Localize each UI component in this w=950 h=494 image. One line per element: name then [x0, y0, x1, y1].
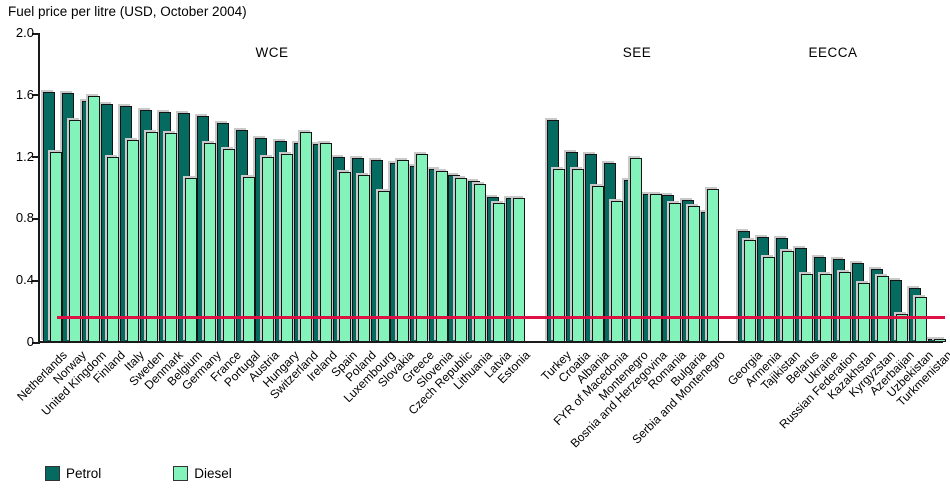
- petrol-swatch: [45, 466, 60, 481]
- bar-diesel-sweden: [146, 131, 158, 342]
- bar-diesel-norway: [68, 119, 81, 342]
- bar-diesel-kazakhstan: [858, 283, 870, 342]
- bar-diesel-slovakia: [396, 159, 409, 342]
- bar-diesel-fyr-of-macedonia: [610, 201, 623, 342]
- bar-diesel-denmark: [165, 133, 178, 342]
- bar-diesel-bulgaria: [688, 206, 701, 342]
- y-tick: [32, 217, 38, 220]
- bar-diesel-tajikistan: [782, 250, 794, 342]
- bar-diesel-armenia: [763, 257, 775, 342]
- bar-diesel-luxembourg: [377, 190, 390, 342]
- legend-entry-diesel: Diesel: [173, 466, 232, 481]
- region-label-eecca: EECCA: [808, 45, 858, 60]
- y-axis: [38, 33, 40, 344]
- diesel-legend-label: Diesel: [194, 466, 232, 481]
- bar-diesel-austria: [261, 156, 274, 342]
- bar-diesel-germany: [203, 142, 216, 342]
- y-tick-label: 0.8: [15, 210, 34, 226]
- bar-diesel-greece: [416, 153, 429, 342]
- bar-diesel-belarus: [801, 274, 813, 342]
- bar-diesel-russian-federation: [839, 272, 851, 342]
- bar-diesel-montenegro: [630, 158, 643, 342]
- bar-diesel-finland: [107, 156, 120, 342]
- y-tick-label: 1.2: [15, 148, 34, 164]
- bar-diesel-georgia: [744, 240, 756, 342]
- bar-diesel-uzbekistan: [915, 297, 927, 342]
- y-tick: [32, 32, 38, 35]
- bar-diesel-netherlands: [49, 151, 62, 342]
- bar-diesel-france: [223, 148, 236, 342]
- bar-diesel-hungary: [281, 153, 294, 342]
- petrol-legend-label: Petrol: [66, 466, 102, 481]
- bar-diesel-italy: [126, 139, 139, 342]
- y-tick-label: 0: [26, 334, 34, 349]
- y-tick-label: 1.6: [15, 86, 34, 102]
- bar-diesel-united-kingdom: [88, 96, 101, 342]
- bar-diesel-switzerland: [300, 131, 313, 342]
- chart-title: Fuel price per litre (USD, October 2004): [8, 4, 247, 19]
- bar-diesel-ireland: [319, 142, 332, 342]
- legend-entry-petrol: Petrol: [45, 466, 101, 481]
- x-axis: [40, 341, 943, 343]
- bar-diesel-ukraine: [820, 274, 832, 342]
- bar-diesel-latvia: [493, 202, 506, 342]
- bar-diesel-romania: [668, 202, 681, 342]
- y-tick: [32, 156, 38, 159]
- legend: Petrol Diesel: [45, 466, 290, 481]
- y-tick-label: 2.0: [15, 25, 34, 40]
- y-tick: [32, 341, 38, 344]
- region-label-see: SEE: [622, 45, 652, 60]
- reference-line: [57, 316, 945, 319]
- bar-diesel-estonia: [512, 198, 525, 342]
- region-label-wce: WCE: [255, 45, 289, 60]
- y-tick: [32, 279, 38, 282]
- y-tick-label: 0.4: [15, 272, 34, 288]
- bar-diesel-kyrgyzstan: [877, 275, 889, 342]
- diesel-swatch: [173, 466, 189, 481]
- bar-diesel-serbia-and-montenegro: [707, 189, 720, 342]
- y-tick: [32, 94, 38, 97]
- bar-diesel-bosnia-and-herzegovina: [649, 193, 662, 342]
